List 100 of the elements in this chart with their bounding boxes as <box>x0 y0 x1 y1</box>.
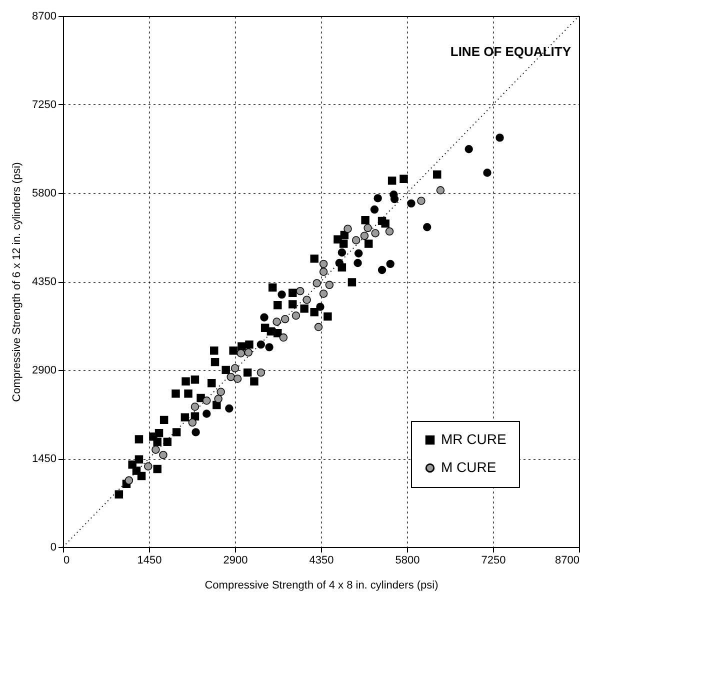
point <box>278 290 286 299</box>
point <box>433 170 442 179</box>
point <box>338 263 346 272</box>
point <box>352 236 360 244</box>
point <box>256 368 266 377</box>
point <box>364 224 372 232</box>
point <box>274 329 282 338</box>
point <box>226 372 235 382</box>
y-tick-label: 4350 <box>32 276 56 288</box>
point <box>338 248 346 257</box>
point <box>381 219 390 228</box>
point <box>364 240 373 248</box>
point <box>378 266 386 274</box>
point <box>233 374 242 383</box>
point <box>225 404 234 413</box>
point <box>370 205 379 214</box>
point <box>243 368 252 377</box>
y-tick-label: 0 <box>50 542 56 554</box>
point <box>265 343 274 352</box>
point <box>236 349 245 358</box>
point <box>388 176 396 185</box>
point <box>182 377 190 386</box>
point <box>153 464 162 474</box>
legend-label: MR CURE <box>441 431 506 447</box>
point <box>400 174 408 184</box>
point <box>260 313 268 322</box>
point <box>316 302 324 311</box>
point <box>312 279 321 288</box>
point <box>274 301 282 310</box>
point <box>319 260 328 268</box>
point <box>386 260 394 268</box>
point <box>407 199 416 208</box>
point <box>281 314 290 324</box>
point <box>464 145 473 154</box>
point <box>272 318 281 326</box>
point <box>325 280 334 290</box>
x-tick-label: 8700 <box>555 554 580 566</box>
annotation: LINE OF EQUALITY <box>450 44 572 59</box>
point <box>137 472 146 480</box>
point <box>436 186 445 194</box>
x-tick-label: 7250 <box>481 554 506 566</box>
point <box>188 418 197 427</box>
point <box>244 348 253 357</box>
x-axis-title: Compressive Strength of 4 x 8 in. cylinders (psi) <box>204 580 438 592</box>
point <box>124 476 134 485</box>
point <box>238 342 246 350</box>
x-tick-label: 1450 <box>137 554 162 566</box>
y-axis-title: Compressive Strength of 6 x 12 in. cylinders (psi) <box>11 162 24 402</box>
point <box>385 227 394 236</box>
point <box>153 438 162 446</box>
point <box>208 379 216 388</box>
point <box>319 268 328 276</box>
point <box>172 428 181 436</box>
y-tick-label: 8700 <box>32 10 56 22</box>
point <box>159 450 168 460</box>
point <box>222 366 230 374</box>
point <box>310 254 318 263</box>
point <box>496 134 504 142</box>
point <box>184 390 192 398</box>
point <box>292 312 300 320</box>
y-tick-label: 2900 <box>32 364 56 376</box>
point <box>216 388 225 396</box>
point <box>172 390 180 398</box>
point <box>268 283 277 292</box>
point <box>180 413 190 422</box>
point <box>288 300 297 308</box>
y-tick-label: 7250 <box>32 99 56 111</box>
point <box>190 375 200 384</box>
point <box>210 346 218 355</box>
point <box>202 410 211 418</box>
point <box>417 196 426 205</box>
point <box>163 438 172 446</box>
point <box>348 278 356 286</box>
point <box>483 168 492 177</box>
point <box>300 304 308 313</box>
point <box>324 312 332 321</box>
x-tick-label: 5800 <box>395 554 420 566</box>
point <box>229 346 238 355</box>
point <box>296 286 304 296</box>
point <box>371 229 380 238</box>
legend-label: M CURE <box>441 459 496 475</box>
point <box>360 232 369 240</box>
point <box>210 358 220 366</box>
point <box>279 333 288 342</box>
point <box>202 396 211 405</box>
point <box>256 340 266 349</box>
x-tick-label: 2900 <box>223 554 248 566</box>
point <box>288 288 297 297</box>
point <box>114 490 124 498</box>
point <box>344 224 352 233</box>
point <box>154 428 164 438</box>
y-tick-label: 1450 <box>32 453 56 465</box>
point <box>314 322 323 332</box>
point <box>354 249 363 258</box>
point <box>160 416 168 424</box>
point <box>319 290 328 298</box>
point <box>339 240 348 248</box>
point <box>374 194 382 202</box>
point <box>134 435 144 444</box>
point <box>310 308 318 316</box>
